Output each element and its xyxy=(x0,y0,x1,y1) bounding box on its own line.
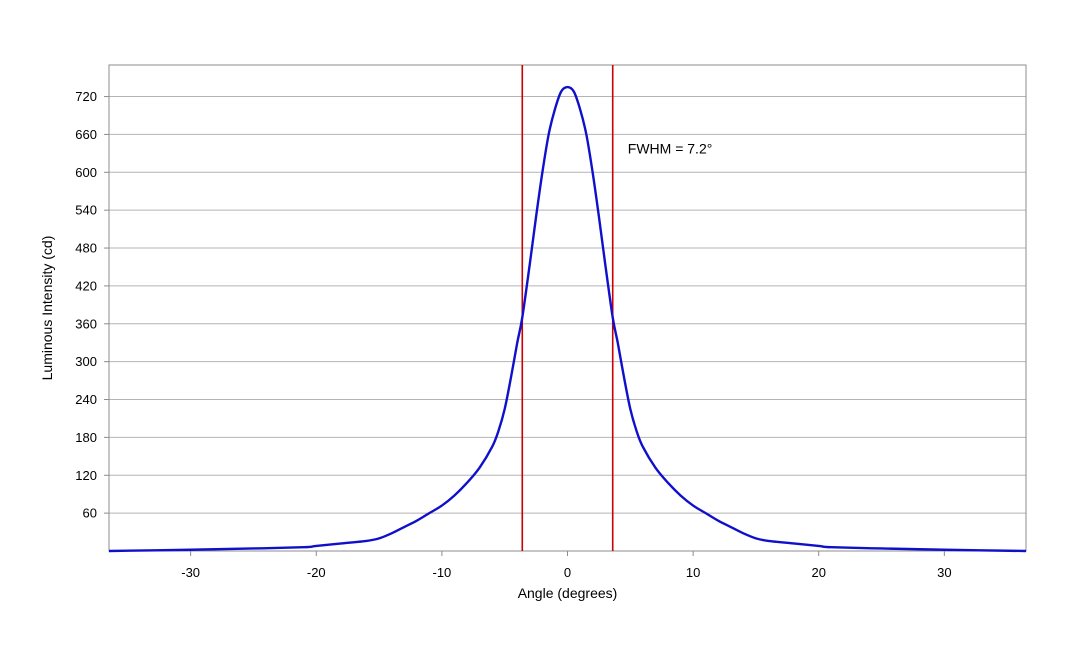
y-axis-ticks: 60 120 180 240 300 360 420 480 540 600 660 720 xyxy=(75,89,109,521)
x-axis-ticks: -30 -20 -10 0 10 20 30 xyxy=(181,551,952,580)
gridlines xyxy=(109,96,1026,514)
y-tick-label: 180 xyxy=(75,430,97,445)
y-tick-label: 300 xyxy=(75,354,97,369)
y-tick-label: 120 xyxy=(75,468,97,483)
x-tick-label: -30 xyxy=(181,565,200,580)
y-tick-label: 420 xyxy=(75,278,97,293)
x-tick-label: 30 xyxy=(937,565,951,580)
x-tick-label: 0 xyxy=(564,565,571,580)
y-tick-label: 600 xyxy=(75,165,97,180)
data-series xyxy=(108,85,1027,553)
y-tick-label: 60 xyxy=(83,506,97,521)
y-axis-label: Luminous Intensity (cd) xyxy=(39,236,55,381)
y-tick-label: 360 xyxy=(75,316,97,331)
x-tick-label: 10 xyxy=(686,565,700,580)
y-tick-label: 480 xyxy=(75,241,97,256)
x-tick-label: 20 xyxy=(811,565,825,580)
annotations: FWHM = 7.2° xyxy=(628,140,713,156)
y-tick-label: 720 xyxy=(75,89,97,104)
y-tick-label: 660 xyxy=(75,127,97,142)
x-axis-label: Angle (degrees) xyxy=(518,585,618,601)
series-line xyxy=(108,85,1027,553)
x-tick-label: -20 xyxy=(307,565,326,580)
y-tick-label: 540 xyxy=(75,203,97,218)
fwhm-lines xyxy=(521,65,614,551)
y-tick-label: 240 xyxy=(75,392,97,407)
x-tick-label: -10 xyxy=(432,565,451,580)
fwhm-annotation: FWHM = 7.2° xyxy=(628,140,713,156)
plot-background xyxy=(109,65,1026,551)
